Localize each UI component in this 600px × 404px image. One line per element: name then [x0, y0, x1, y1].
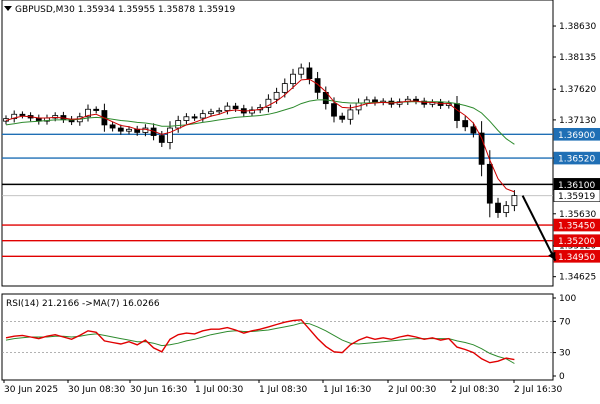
chart-header-label: GBPUSD,M30 1.35934 1.35955 1.35878 1.359… — [15, 5, 235, 15]
level-price-label: 1.36900 — [558, 131, 595, 141]
candle-body — [265, 98, 272, 108]
chevron-down-icon[interactable] — [4, 6, 12, 11]
forecast-arrowhead — [548, 251, 556, 261]
level-price-label: 1.34950 — [558, 253, 595, 263]
level-price-label: 1.35919 — [558, 192, 595, 202]
candle-body — [175, 120, 182, 129]
candle-body — [462, 120, 469, 128]
rsi-panel-frame — [1, 293, 554, 381]
rsi-tick-label: 0 — [559, 372, 565, 382]
x-tick-label: 1 Jul 16:30 — [323, 385, 372, 395]
candle-body — [470, 126, 477, 134]
candle-body — [52, 115, 59, 119]
candle-body — [486, 163, 493, 204]
candle-body — [339, 115, 346, 120]
ma-slow-line — [5, 99, 515, 145]
candle-body — [511, 195, 518, 207]
candle-body — [495, 202, 501, 213]
x-tick-label: 2 Jul 08:30 — [451, 385, 500, 395]
candle-body — [347, 109, 354, 120]
candle-body — [224, 105, 231, 111]
candle-body — [216, 110, 223, 113]
candle-body — [191, 116, 198, 119]
candle-body — [183, 116, 190, 121]
candle-body — [85, 108, 91, 118]
candle-body — [158, 135, 165, 143]
candle-body — [298, 67, 305, 75]
level-price-label: 1.35450 — [558, 222, 595, 232]
x-tick-label: 30 Jun 08:30 — [68, 385, 125, 395]
y-tick-label: 1.37620 — [559, 85, 596, 95]
x-tick-label: 30 Jun 16:30 — [130, 385, 187, 395]
y-tick-label: 1.34625 — [559, 273, 596, 283]
x-tick-label: 2 Jul 16:30 — [514, 385, 563, 395]
candle-body — [126, 128, 132, 132]
candle-body — [478, 132, 485, 165]
x-tick-label: 1 Jul 00:30 — [195, 385, 244, 395]
level-price-tag — [553, 234, 600, 247]
rsi-tick-label: 70 — [559, 317, 571, 327]
y-tick-label: 1.38135 — [559, 53, 596, 63]
candle-body — [232, 105, 239, 110]
candle-body — [117, 127, 124, 132]
candle-body — [306, 67, 313, 79]
candle-body — [290, 73, 296, 85]
candle-body — [281, 83, 288, 93]
y-tick-label: 1.37130 — [559, 116, 596, 126]
x-tick-label: 30 Jun 2025 — [4, 385, 58, 395]
ma-fast-line — [5, 78, 515, 193]
candle-body — [331, 103, 337, 117]
candle-body — [109, 124, 116, 129]
level-price-tag — [553, 218, 600, 232]
main-panel-frame — [1, 0, 554, 287]
level-price-tag — [553, 189, 600, 202]
level-price-label: 1.36100 — [558, 181, 595, 191]
candle-body — [208, 111, 214, 115]
level-price-tag — [553, 127, 600, 141]
candle-body — [199, 113, 206, 119]
candle-body — [503, 205, 510, 213]
candle-body — [142, 127, 149, 133]
forecast-arrow-line — [521, 195, 557, 262]
rsi-header-label: RSI(14) 21.2166 ->MA(7) 16.0266 — [6, 299, 160, 309]
candle-body — [273, 91, 280, 100]
rsi-tick-label: 100 — [559, 294, 576, 304]
candle-body — [11, 113, 18, 120]
level-price-label: 1.35200 — [558, 237, 595, 247]
level-price-tag — [553, 151, 600, 165]
y-tick-label: 1.38630 — [559, 22, 596, 32]
candle-body — [93, 108, 100, 111]
rsi-line — [5, 319, 515, 364]
candle-body — [314, 78, 321, 93]
candle-body — [167, 127, 173, 143]
candle-body — [249, 109, 255, 114]
candle-body — [454, 103, 460, 121]
y-tick-label: 1.35630 — [559, 210, 596, 220]
level-price-label: 1.36520 — [558, 155, 595, 165]
x-tick-label: 1 Jul 08:30 — [259, 385, 308, 395]
x-tick-label: 2 Jul 00:30 — [388, 385, 437, 395]
candle-body — [19, 113, 26, 116]
rsi-tick-label: 30 — [559, 349, 571, 359]
